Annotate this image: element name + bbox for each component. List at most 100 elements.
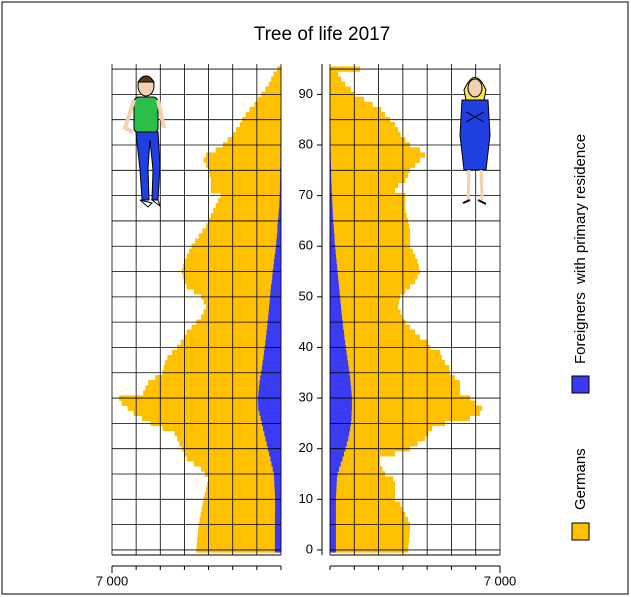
left-bar	[200, 517, 275, 522]
right-bar	[330, 122, 394, 127]
right-bar	[330, 259, 337, 264]
right-bar	[330, 537, 336, 542]
right-bar	[330, 208, 333, 213]
right-bar	[330, 325, 343, 330]
left-bar	[211, 178, 280, 183]
right-bar	[336, 517, 408, 522]
right-bar	[334, 229, 410, 234]
left-bar	[181, 340, 265, 345]
right-bar	[336, 502, 400, 507]
right-bar	[336, 249, 413, 254]
right-bar	[331, 173, 407, 178]
left-bar	[262, 365, 281, 370]
right-bar	[330, 234, 335, 239]
right-bar	[330, 77, 341, 82]
left-bar	[246, 112, 281, 117]
left-bar	[269, 299, 281, 304]
right-bar	[337, 482, 395, 487]
right-bar	[330, 380, 351, 385]
right-bar	[337, 487, 395, 492]
left-bar	[205, 492, 275, 497]
right-bar	[333, 213, 406, 218]
y-tick-label: 0	[306, 541, 313, 556]
left-bar	[187, 456, 270, 461]
left-bar	[258, 401, 281, 406]
left-bar	[134, 411, 260, 416]
right-bar	[330, 502, 336, 507]
left-bar	[198, 532, 275, 537]
right-bar	[330, 289, 340, 294]
right-bar	[341, 461, 380, 466]
right-bar	[330, 340, 345, 345]
right-bar	[332, 183, 398, 188]
left-bar	[269, 82, 281, 87]
right-bar	[349, 431, 428, 436]
right-bar	[330, 315, 342, 320]
left-bar	[201, 315, 268, 320]
left-bar	[265, 436, 281, 441]
frame	[2, 2, 628, 594]
left-bar	[275, 492, 281, 497]
right-bar	[331, 158, 420, 163]
right-bar	[330, 112, 385, 117]
left-bar	[269, 304, 281, 309]
left-bar	[187, 284, 271, 289]
right-bar	[331, 127, 398, 132]
left-bar	[206, 304, 269, 309]
right-bar	[330, 229, 334, 234]
right-bar	[352, 390, 460, 395]
left-bar	[272, 279, 281, 284]
right-bar	[336, 537, 409, 542]
left-bar	[275, 512, 281, 517]
left-bar	[274, 72, 281, 77]
y-tick-label: 10	[299, 491, 313, 506]
right-bar	[330, 82, 345, 87]
right-bar	[330, 441, 347, 446]
right-bar	[330, 492, 336, 497]
left-bar	[184, 451, 269, 456]
right-bar	[330, 411, 352, 416]
right-bar	[330, 375, 350, 380]
right-bar	[347, 350, 440, 355]
right-bar	[330, 461, 341, 466]
left-bar	[192, 325, 267, 330]
left-bar	[148, 380, 259, 385]
left-bar	[267, 441, 281, 446]
left-bar	[262, 360, 281, 365]
left-bar	[259, 411, 281, 416]
right-bar	[330, 406, 352, 411]
right-bar	[331, 137, 406, 142]
left-bar	[260, 416, 281, 421]
right-bar	[338, 274, 417, 279]
right-bar	[337, 477, 393, 482]
right-bar	[330, 304, 341, 309]
left-bar	[265, 87, 281, 92]
right-bar	[352, 411, 480, 416]
right-bar	[352, 416, 470, 421]
right-bar	[330, 239, 335, 244]
right-bar	[341, 304, 398, 309]
left-bar	[163, 426, 263, 431]
right-bar	[331, 132, 401, 137]
left-bar	[213, 208, 278, 213]
left-bar	[146, 385, 259, 390]
y-tick-label: 80	[299, 136, 313, 151]
left-bar	[175, 431, 264, 436]
left-bar	[184, 335, 265, 340]
left-bar	[264, 431, 281, 436]
left-bar	[276, 239, 281, 244]
right-bar	[330, 274, 338, 279]
right-bar	[330, 416, 352, 421]
x-tick-label: 7 000	[484, 573, 517, 588]
right-bar	[330, 477, 337, 482]
right-bar	[330, 456, 343, 461]
left-bar	[258, 406, 281, 411]
left-bar	[197, 537, 274, 542]
left-bar	[275, 507, 281, 512]
right-bar	[330, 426, 350, 431]
right-bar	[331, 163, 415, 168]
left-bar	[206, 223, 277, 228]
left-bar	[260, 375, 281, 380]
legend-swatch	[572, 523, 589, 540]
left-bar	[211, 213, 278, 218]
